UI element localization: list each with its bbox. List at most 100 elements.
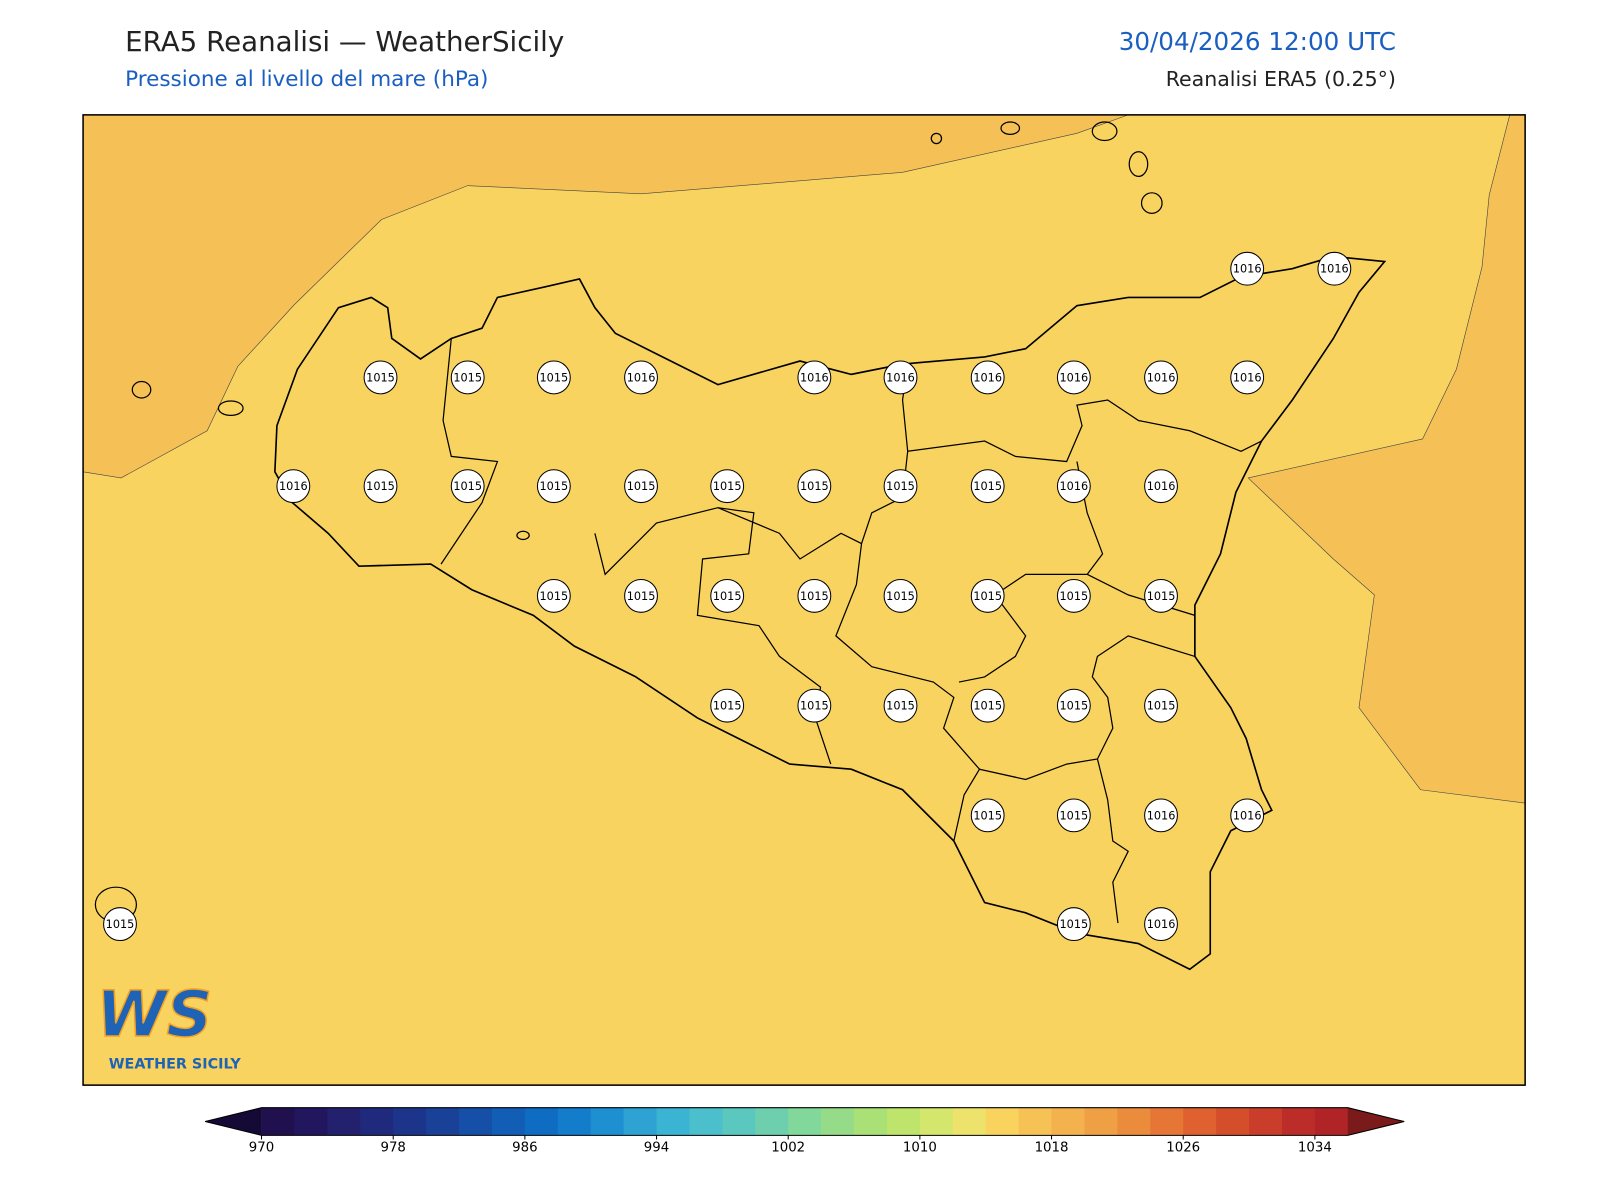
station-value: 1015 [1147, 590, 1176, 603]
station-marker [883, 469, 918, 504]
station-value: 1015 [1060, 700, 1089, 713]
station-value: 1015 [973, 809, 1002, 822]
colorbar-bin [623, 1107, 658, 1136]
station-marker [883, 688, 918, 723]
station-value: 1015 [627, 480, 656, 493]
station-marker [536, 578, 571, 613]
colorbar-tick-label: 986 [512, 1141, 537, 1156]
station-value: 1016 [1233, 809, 1262, 822]
station-marker [883, 360, 918, 395]
colorbar-bin [1216, 1107, 1250, 1136]
subtitle: Pressione al livello del mare (hPa) [125, 67, 488, 92]
colorbar-bin [1117, 1107, 1151, 1136]
station-value: 1015 [540, 371, 569, 384]
station-value: 1016 [1147, 371, 1176, 384]
station-marker [363, 469, 398, 504]
colorbar-bin [459, 1107, 493, 1136]
colorbar-bin [985, 1107, 1020, 1136]
station-value: 1016 [886, 371, 915, 384]
station-value: 1015 [886, 590, 915, 603]
station-marker [710, 469, 745, 504]
pressure-band [83, 114, 1129, 479]
station-marker [1317, 251, 1352, 286]
station-marker [624, 578, 658, 613]
logo-name: WEATHER SICILY [109, 1057, 242, 1073]
colorbar-bin [1249, 1107, 1283, 1136]
colorbar-tick-label: 1018 [1035, 1141, 1069, 1156]
colorbar-tick-label: 1002 [771, 1141, 805, 1156]
colorbar-bin [426, 1107, 460, 1136]
station-value: 1016 [1147, 809, 1176, 822]
station-value: 1016 [1320, 263, 1349, 276]
station-marker [450, 469, 485, 504]
station-marker [970, 688, 1005, 723]
station-value: 1015 [453, 371, 482, 384]
colorbar-bin [1051, 1107, 1085, 1136]
colorbar-bin [821, 1107, 855, 1136]
colorbar-bin [854, 1107, 888, 1136]
station-value: 1016 [800, 371, 829, 384]
province-borders [440, 338, 1262, 924]
station-marker [276, 469, 311, 504]
station-value: 1015 [713, 700, 742, 713]
station-value: 1016 [1233, 263, 1262, 276]
station-value: 1015 [973, 700, 1002, 713]
station-marker [450, 360, 485, 395]
station-marker [1144, 798, 1178, 833]
station-marker [710, 688, 745, 723]
colorbar-bin [590, 1107, 625, 1136]
station-value: 1016 [1060, 480, 1089, 493]
station-value: 1015 [1060, 918, 1089, 931]
station-value: 1015 [973, 480, 1002, 493]
colorbar-bin [722, 1107, 756, 1136]
colorbar-tick-label: 970 [249, 1141, 274, 1156]
colorbar-bin [1150, 1107, 1184, 1136]
colorbar-bin [491, 1107, 526, 1136]
colorbar-bin [327, 1107, 361, 1136]
station-value: 1015 [973, 590, 1002, 603]
station-marker [1144, 578, 1178, 613]
coastline [274, 255, 1387, 971]
colorbar-bin [656, 1107, 690, 1136]
station-marker [1144, 688, 1178, 723]
station-marker [970, 469, 1005, 504]
colorbar-bin [1018, 1107, 1053, 1136]
colorbar-over [1347, 1107, 1405, 1136]
station-marker [1056, 360, 1091, 395]
station-value: 1015 [1147, 700, 1176, 713]
station-value: 1015 [800, 700, 829, 713]
station-marker [970, 798, 1005, 833]
station-marker [1230, 360, 1265, 395]
station-value: 1015 [540, 590, 569, 603]
colorbar-bin [788, 1107, 822, 1136]
colorbar-bin [393, 1107, 427, 1136]
colorbar-bin [557, 1107, 592, 1136]
station-value: 1016 [973, 371, 1002, 384]
station-value: 1015 [453, 480, 482, 493]
station-value: 1016 [1233, 371, 1262, 384]
station-value: 1015 [366, 371, 395, 384]
station-value: 1015 [540, 480, 569, 493]
station-value: 1015 [1060, 590, 1089, 603]
station-marker [797, 469, 832, 504]
station-value: 1016 [279, 480, 308, 493]
map: 1016 1016 1015 1015 1015 1016 1016 1016 1016 1016… [83, 114, 1526, 1086]
station-value: 1016 [627, 371, 656, 384]
station-value: 1015 [713, 480, 742, 493]
colorbar-tick-label: 994 [644, 1141, 669, 1156]
colorbar-bin [919, 1107, 954, 1136]
colorbar-tick-label: 1026 [1166, 1141, 1200, 1156]
colorbar-bin [1183, 1107, 1217, 1136]
datetime: 30/04/2026 12:00 UTC [1119, 27, 1396, 56]
colorbar-bin [294, 1107, 328, 1136]
station-value: 1016 [1060, 371, 1089, 384]
station-marker [970, 578, 1005, 613]
station-marker [710, 578, 745, 613]
station-marker [1230, 251, 1265, 286]
station-marker [624, 469, 658, 504]
colorbar-bin [1314, 1107, 1349, 1136]
title: ERA5 Reanalisi — WeatherSicily [125, 25, 564, 58]
station-value: 1015 [800, 590, 829, 603]
pressure-band [1247, 114, 1526, 804]
